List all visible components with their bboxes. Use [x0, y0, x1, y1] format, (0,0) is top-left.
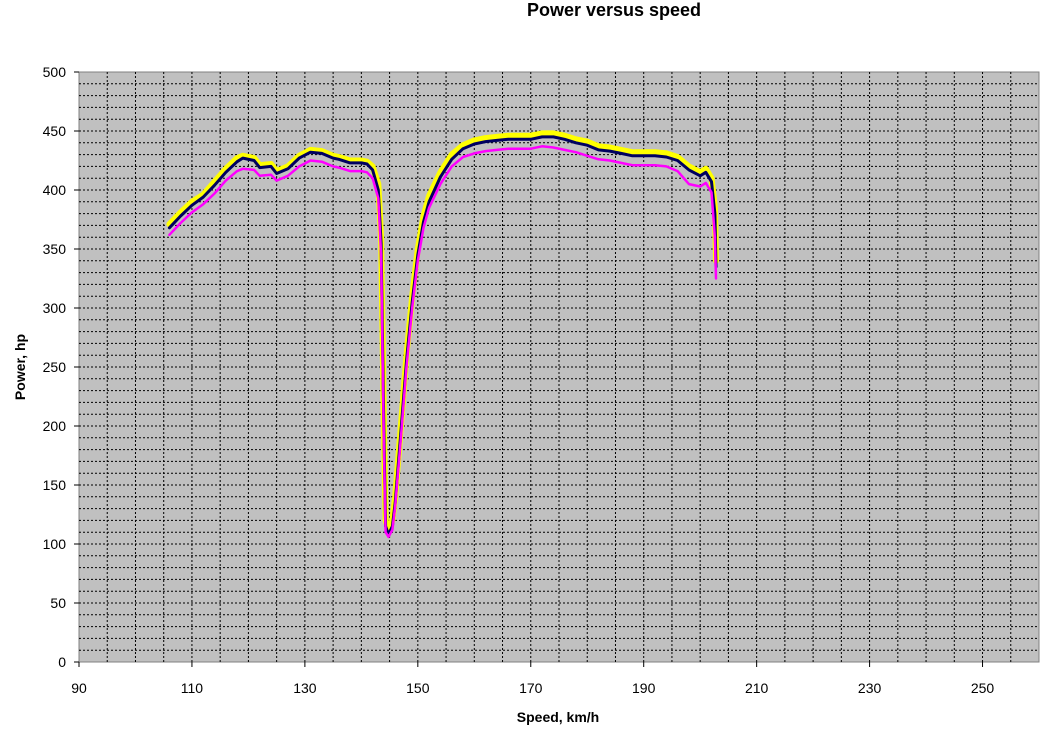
chart-title: Power versus speed	[527, 0, 701, 20]
x-tick-label: 230	[858, 680, 882, 696]
x-tick-label: 130	[293, 680, 317, 696]
y-tick-label: 50	[50, 595, 66, 611]
y-tick-label: 0	[58, 654, 66, 670]
y-tick-label: 150	[43, 477, 67, 493]
gridlines	[79, 72, 1039, 662]
x-tick-label: 170	[519, 680, 543, 696]
y-axis-label: Power, hp	[12, 334, 28, 400]
y-tick-label: 400	[43, 182, 67, 198]
y-tick-label: 450	[43, 123, 67, 139]
x-tick-label: 90	[71, 680, 87, 696]
series-line-3	[168, 145, 718, 539]
y-tick-label: 200	[43, 418, 67, 434]
x-tick-labels: 90 110 130 150 170 190 210 230 250	[71, 662, 994, 696]
x-tick-label: 210	[745, 680, 769, 696]
x-tick-label: 150	[406, 680, 430, 696]
y-tick-label: 300	[43, 300, 67, 316]
x-tick-label: 110	[181, 680, 204, 696]
y-tick-labels: 0 50 100 150 200 250 300 350 400 450 500	[43, 64, 79, 670]
y-tick-label: 500	[43, 64, 67, 80]
y-tick-label: 100	[43, 536, 67, 552]
series-layer	[166, 130, 719, 539]
y-tick-label: 250	[43, 359, 67, 375]
x-tick-label: 250	[971, 680, 995, 696]
x-axis-label: Speed, km/h	[517, 709, 599, 725]
x-tick-label: 190	[632, 680, 656, 696]
y-tick-label: 350	[43, 241, 67, 257]
